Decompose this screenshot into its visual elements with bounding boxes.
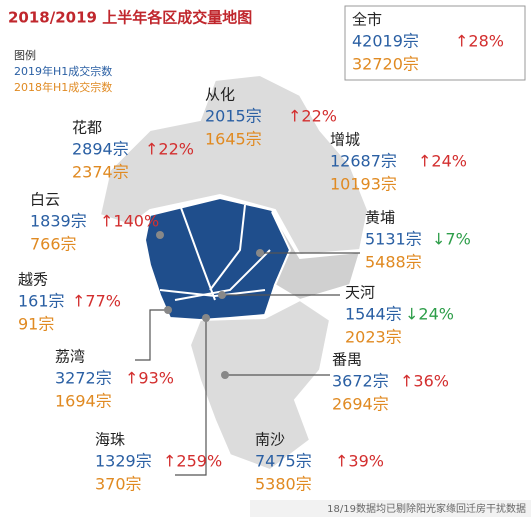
- district-name: 黄埔: [365, 209, 395, 227]
- count-2018: 32720宗: [352, 55, 419, 74]
- count-2018: 1694宗: [55, 392, 112, 411]
- count-2018: 5380宗: [255, 475, 312, 494]
- legend-2019: 2019年H1成交宗数: [14, 64, 112, 78]
- count-2019: 3672宗: [332, 372, 389, 391]
- count-2018: 1645宗: [205, 130, 262, 149]
- count-2019: 1544宗: [345, 305, 402, 324]
- district-name: 全市: [352, 11, 382, 29]
- leader-dots: [156, 231, 264, 379]
- count-2019: 1329宗: [95, 452, 152, 471]
- count-2018: 2023宗: [345, 328, 402, 347]
- count-2018: 766宗: [30, 235, 77, 254]
- change: ↑28%: [455, 32, 504, 51]
- legend-2018: 2018年H1成交宗数: [14, 80, 112, 94]
- district-borders: [159, 204, 271, 301]
- count-2019: 1839宗: [30, 212, 87, 231]
- count-2018: 370宗: [95, 475, 142, 494]
- count-2018: 5488宗: [365, 253, 422, 272]
- leader-lines: [135, 252, 360, 476]
- count-2018: 10193宗: [330, 175, 397, 194]
- map-huangpu: [271, 211, 362, 302]
- count-2018: 2374宗: [72, 163, 129, 182]
- district-name: 荔湾: [55, 348, 85, 366]
- footer-bg: [250, 500, 531, 517]
- count-2019: 5131宗: [365, 230, 422, 249]
- district-name: 增城: [330, 131, 360, 149]
- district-name: 南沙: [255, 431, 285, 449]
- change: ↑36%: [400, 372, 449, 391]
- district-name: 白云: [30, 191, 60, 209]
- district-name: 番禺: [332, 351, 362, 369]
- change: ↑22%: [288, 107, 337, 126]
- map-north: [98, 73, 370, 257]
- count-2018: 2694宗: [332, 395, 389, 414]
- change: ↓24%: [405, 305, 454, 324]
- district-name: 天河: [345, 284, 375, 302]
- count-2019: 2894宗: [72, 140, 129, 159]
- title: 2018/2019 上半年各区成交量地图: [8, 9, 252, 27]
- count-2019: 2015宗: [205, 107, 262, 126]
- change: ↑93%: [125, 369, 174, 388]
- count-2019: 7475宗: [255, 452, 312, 471]
- district-name: 越秀: [18, 271, 48, 289]
- legend-title: 图例: [14, 48, 36, 62]
- change: ↑39%: [335, 452, 384, 471]
- change: ↑140%: [100, 212, 159, 231]
- count-2019: 161宗: [18, 292, 65, 311]
- change: ↑259%: [163, 452, 222, 471]
- count-2019: 42019宗: [352, 32, 419, 51]
- count-2019: 3272宗: [55, 369, 112, 388]
- change: ↓7%: [432, 230, 471, 249]
- change: ↑77%: [72, 292, 121, 311]
- district-name: 花都: [72, 119, 102, 137]
- count-2018: 91宗: [18, 315, 54, 334]
- footer: 18/19数据均已剔除阳光家缘回迁房干扰数据: [327, 502, 526, 515]
- district-name: 海珠: [95, 431, 125, 449]
- count-2019: 12687宗: [330, 152, 397, 171]
- total-box: [344, 5, 526, 81]
- change: ↑24%: [418, 152, 467, 171]
- map-core: [143, 196, 292, 322]
- change: ↑22%: [145, 140, 194, 159]
- district-name: 从化: [205, 86, 235, 104]
